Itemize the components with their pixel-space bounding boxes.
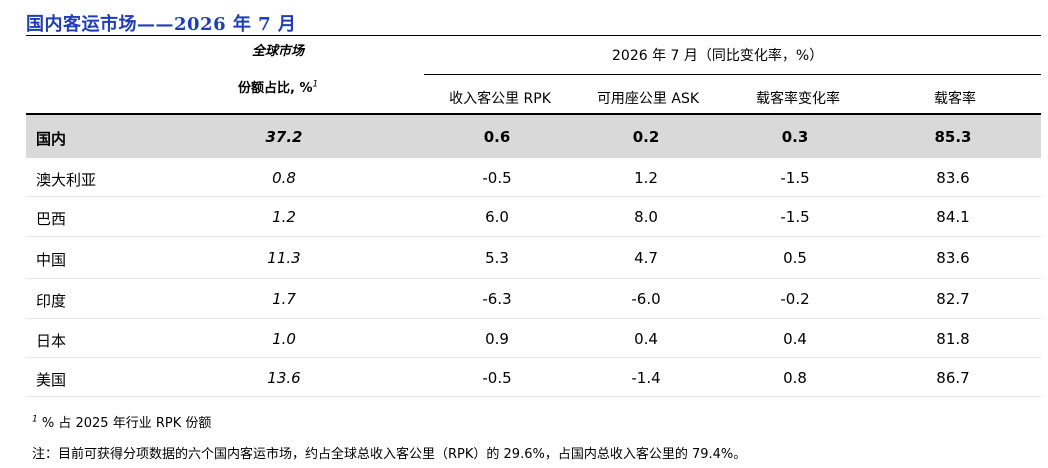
cell-market-name: 日本 — [36, 332, 67, 350]
column-header-rpk: 收入客公里 RPK — [449, 91, 551, 107]
cell-share: 1.7 — [272, 290, 296, 308]
cell-plf: 81.8 — [936, 330, 970, 348]
cell-plf-change: -1.5 — [780, 208, 810, 226]
cell-share: 11.3 — [267, 249, 301, 267]
column-header-plf: 载客率 — [934, 91, 976, 107]
cell-plf-change: 0.4 — [783, 330, 807, 348]
cell-ask: -6.0 — [631, 290, 661, 308]
cell-rpk: 0.6 — [483, 128, 511, 146]
cell-plf-change: -1.5 — [780, 169, 810, 187]
column-header-plf-change: 载客率变化率 — [756, 91, 840, 107]
cell-rpk: 0.9 — [485, 330, 509, 348]
table-row: 巴西 1.2 6.0 8.0 -1.5 84.1 — [26, 197, 1041, 237]
table-row: 日本 1.0 0.9 0.4 0.4 81.8 — [26, 319, 1041, 358]
cell-plf-change: 0.3 — [781, 128, 809, 146]
footnote-2: 注：目前可获得分项数据的六个国内客运市场，约占全球总收入客公里（RPK）的 29… — [32, 447, 747, 462]
cell-share: 13.6 — [267, 369, 301, 387]
cell-plf: 85.3 — [934, 128, 972, 146]
cell-market-name: 美国 — [36, 371, 67, 389]
cell-rpk: -0.5 — [482, 369, 512, 387]
cell-ask: 4.7 — [634, 249, 658, 267]
table-row: 国内 37.2 0.6 0.2 0.3 85.3 — [26, 115, 1041, 158]
cell-share: 0.8 — [272, 169, 296, 187]
cell-ask: 0.2 — [632, 128, 660, 146]
cell-rpk: 6.0 — [485, 208, 509, 226]
cell-plf: 84.1 — [936, 208, 970, 226]
cell-plf-change: 0.5 — [783, 249, 807, 267]
footnote-1: 1 % 占 2025 年行业 RPK 份额 — [32, 412, 211, 431]
cell-ask: -1.4 — [631, 369, 661, 387]
cell-market-name: 中国 — [36, 251, 67, 269]
row-separator — [26, 196, 1041, 197]
footnote-1-text: % 占 2025 年行业 RPK 份额 — [37, 416, 212, 431]
header-rule — [26, 113, 1041, 115]
row-separator — [26, 396, 1041, 397]
table-row: 澳大利亚 0.8 -0.5 1.2 -1.5 83.6 — [26, 158, 1041, 197]
cell-plf: 86.7 — [936, 369, 970, 387]
cell-ask: 1.2 — [634, 169, 658, 187]
column-header-ask: 可用座公里 ASK — [596, 91, 700, 107]
cell-ask: 8.0 — [634, 208, 658, 226]
cell-market-name: 印度 — [36, 292, 67, 310]
cell-plf: 83.6 — [936, 249, 970, 267]
cell-market-name: 澳大利亚 — [36, 171, 97, 189]
cell-plf: 83.6 — [936, 169, 970, 187]
row-separator — [26, 236, 1041, 237]
cell-plf-change: -0.2 — [780, 290, 810, 308]
table-row: 美国 13.6 -0.5 -1.4 0.8 86.7 — [26, 358, 1041, 397]
share-header-label: 份额占比, % — [238, 81, 313, 96]
table-row: 中国 11.3 5.3 4.7 0.5 83.6 — [26, 237, 1041, 279]
title-rule — [26, 35, 1041, 36]
table-row: 印度 1.7 -6.3 -6.0 -0.2 82.7 — [26, 279, 1041, 319]
cell-share: 37.2 — [265, 128, 303, 146]
cell-rpk: -6.3 — [482, 290, 512, 308]
global-market-header: 全球市场 — [252, 44, 305, 59]
cell-ask: 0.4 — [634, 330, 658, 348]
cell-market-name: 国内 — [36, 130, 67, 148]
footnote-1-sup: 1 — [32, 414, 38, 425]
cell-plf: 82.7 — [936, 290, 970, 308]
period-rule — [424, 74, 1041, 75]
row-separator — [26, 357, 1041, 358]
page-title: 国内客运市场——2026 年 7 月 — [26, 14, 297, 35]
cell-share: 1.0 — [272, 330, 296, 348]
cell-share: 1.2 — [272, 208, 296, 226]
period-header: 2026 年 7 月（同比变化率，%） — [612, 48, 824, 64]
cell-rpk: -0.5 — [482, 169, 512, 187]
share-header-sup: 1 — [312, 79, 319, 90]
row-separator — [26, 318, 1041, 319]
cell-rpk: 5.3 — [485, 249, 509, 267]
cell-plf-change: 0.8 — [783, 369, 807, 387]
cell-market-name: 巴西 — [36, 210, 67, 228]
share-header: 份额占比, %1 — [238, 77, 318, 96]
row-separator — [26, 278, 1041, 279]
